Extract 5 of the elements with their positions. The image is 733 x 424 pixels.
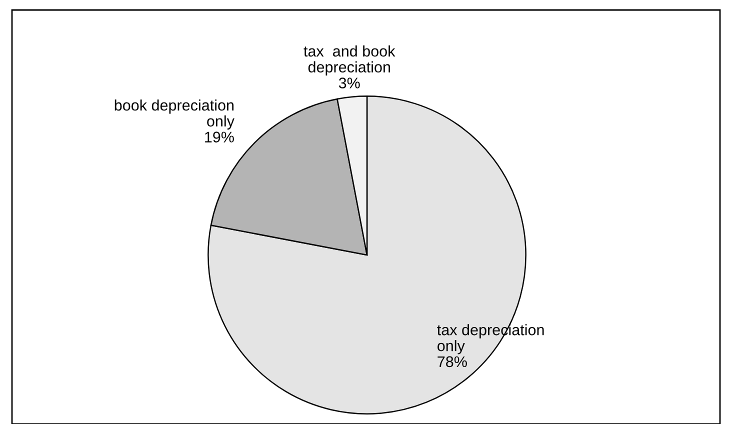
data-label: 78% — [438, 356, 467, 368]
data-label: 19% — [205, 132, 234, 142]
data-label: 3% — [338, 78, 360, 88]
slice-label: book depreciation only — [114, 99, 234, 130]
slice-label: tax and book depreciation — [304, 45, 396, 76]
